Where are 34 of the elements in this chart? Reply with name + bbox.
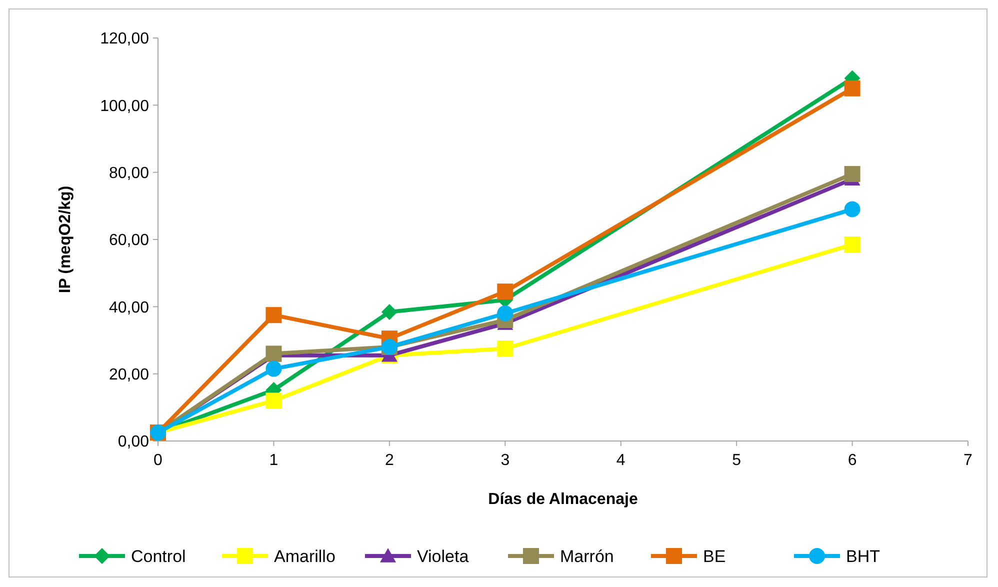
x-axis-title: Días de Almacenaje [488, 491, 638, 508]
y-tick-label: 100,00 [100, 98, 150, 115]
x-tick-label: 2 [384, 452, 394, 469]
point [844, 166, 860, 182]
point [497, 284, 514, 300]
legend-label: Control [131, 546, 186, 566]
legend-label: Amarillo [274, 546, 336, 566]
x-tick-label: 3 [500, 452, 510, 469]
x-tick-label: 5 [732, 452, 742, 469]
x-tick-label: 6 [848, 452, 857, 469]
y-tick-label: 120,00 [100, 30, 150, 48]
legend-label: BHT [846, 546, 880, 566]
legend-label: Marrón [560, 546, 614, 566]
point [844, 236, 860, 253]
x-tick-label: 1 [269, 452, 278, 469]
y-tick-label: 80,00 [108, 164, 150, 182]
y-tick-label: 20,00 [108, 366, 150, 384]
y-tick-label: 40,00 [108, 299, 150, 316]
point [266, 360, 282, 377]
point [381, 304, 398, 320]
x-tick-label: 7 [964, 452, 973, 469]
point [844, 80, 860, 96]
x-tick-label: 0 [154, 452, 163, 469]
point [497, 340, 514, 357]
legend-label: Violeta [417, 546, 470, 566]
x-tick-label: 4 [616, 452, 626, 469]
y-tick-label: 60,00 [108, 232, 150, 250]
y-tick-label: 0,00 [118, 434, 150, 451]
point [266, 392, 282, 409]
y-axis-title: IP (meqO2/kg) [57, 186, 74, 294]
point [497, 305, 514, 322]
point [844, 201, 860, 218]
legend-label: BE [703, 546, 726, 566]
point [266, 307, 282, 324]
